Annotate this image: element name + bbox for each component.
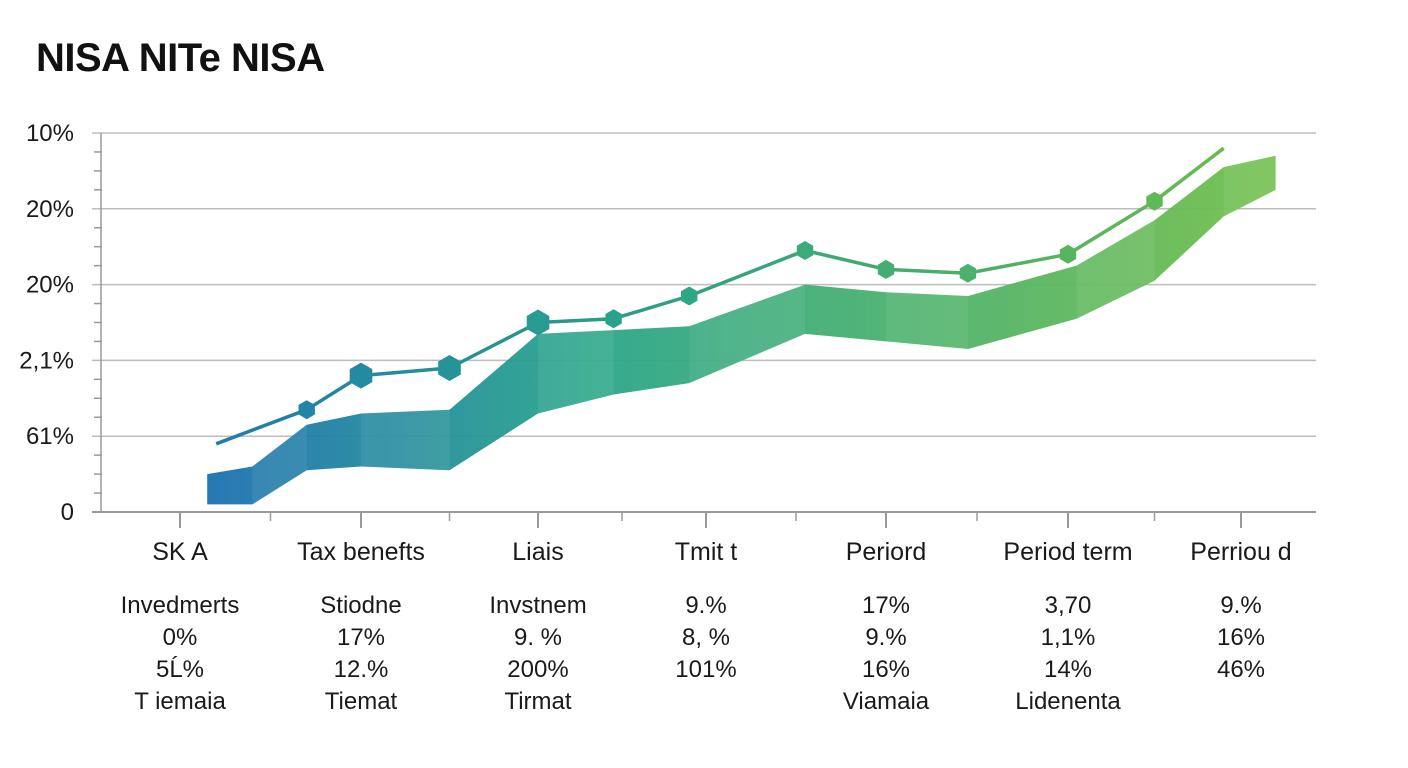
- table-cell: 17%: [861, 592, 911, 619]
- table-column: Stiodne 17% 12.% Tiemat: [271, 590, 451, 718]
- table-cell: 16%: [1216, 624, 1266, 651]
- band-segment: [538, 330, 614, 414]
- x-category-label: Tax benefts: [297, 538, 425, 566]
- table-cell: T iemaia: [134, 688, 226, 715]
- x-axis-ticks: SK A Tax benefts Liais Tmit t Periord Period …: [152, 512, 1292, 566]
- y-tick-label: 20%: [26, 196, 74, 223]
- line-marker: [681, 286, 698, 306]
- table-cell: 9.%: [685, 592, 727, 619]
- line-marker: [438, 355, 461, 381]
- table-cell: 5Ĺ%: [155, 656, 205, 683]
- table-column: Invstnem 9. % 200% Tirmat: [448, 590, 628, 718]
- line-marker: [877, 259, 895, 279]
- y-tick-label: 2,1%: [19, 347, 74, 374]
- line-marker: [1146, 191, 1163, 211]
- table-cell: 1,1%: [1040, 624, 1096, 651]
- line-marker: [796, 241, 814, 260]
- y-tick-label: 10%: [26, 120, 74, 147]
- y-tick-label: 0: [61, 499, 74, 526]
- band-segment: [252, 424, 307, 505]
- band-segment: [689, 284, 805, 384]
- band-segment: [1223, 155, 1276, 217]
- table-cell: 9.%: [865, 624, 907, 651]
- x-category-label: Period term: [1003, 538, 1132, 566]
- line-marker: [605, 309, 622, 329]
- table-cell: 9.%: [1220, 592, 1262, 619]
- table-column: 17% 9.% 16% Viamaia: [796, 590, 976, 718]
- y-tick-label: 61%: [26, 423, 74, 450]
- table-cell: 200%: [507, 656, 569, 683]
- table-cell: Invstnem: [489, 592, 587, 619]
- y-axis-ticks: 0 61% 2,1% 20% 20% 10%: [19, 120, 74, 526]
- table-cell: Invedmerts: [120, 592, 240, 619]
- band-polygon: [207, 155, 1276, 505]
- data-table: Invedmerts 0% 5Ĺ% T iemaia Stiodne 17% 12.% Tie…: [0, 590, 1408, 730]
- x-category-label: Liais: [512, 538, 563, 566]
- data-markers: [298, 191, 1163, 420]
- table-column: 3,70 1,1% 14% Lidenenta: [978, 590, 1158, 718]
- table-cell: Stiodne: [320, 592, 402, 619]
- x-category-label: SK A: [152, 538, 208, 566]
- table-cell: 17%: [336, 624, 386, 651]
- band-segment: [361, 409, 450, 471]
- band-area: [207, 155, 1276, 505]
- table-cell: [616, 686, 796, 718]
- x-category-label: Tmit t: [675, 538, 738, 566]
- table-cell: 46%: [1216, 656, 1266, 683]
- line-marker: [349, 362, 373, 389]
- x-category-label: Perriou d: [1190, 538, 1291, 566]
- x-category-label: Periord: [846, 538, 927, 566]
- table-cell: Tiemat: [324, 688, 398, 715]
- band-segment: [1076, 220, 1155, 319]
- line-marker: [526, 309, 550, 336]
- line-marker: [959, 263, 977, 283]
- table-cell: 3,70: [1044, 592, 1092, 619]
- table-cell: 9. %: [513, 624, 563, 651]
- table-cell: Tirmat: [504, 688, 572, 715]
- table-cell: 8, %: [681, 624, 731, 651]
- chart-title: NISA NITe NISA: [36, 36, 325, 80]
- table-cell: 12.%: [333, 656, 389, 683]
- table-cell: Lidenenta: [1015, 688, 1121, 715]
- table-column: 9.% 16% 46%: [1151, 590, 1331, 718]
- line-marker: [1059, 244, 1077, 264]
- table-cell: 0%: [162, 624, 198, 651]
- band-segment: [886, 292, 968, 350]
- table-cell: 16%: [861, 656, 911, 683]
- line-marker: [298, 400, 315, 420]
- y-tick-label: 20%: [26, 272, 74, 299]
- table-cell: 14%: [1043, 656, 1093, 683]
- table-cell: Viamaia: [842, 688, 930, 715]
- table-column: Invedmerts 0% 5Ĺ% T iemaia: [90, 590, 270, 718]
- table-cell: 101%: [675, 656, 737, 683]
- table-column: 9.% 8, % 101%: [616, 590, 796, 718]
- table-cell: [1151, 686, 1331, 718]
